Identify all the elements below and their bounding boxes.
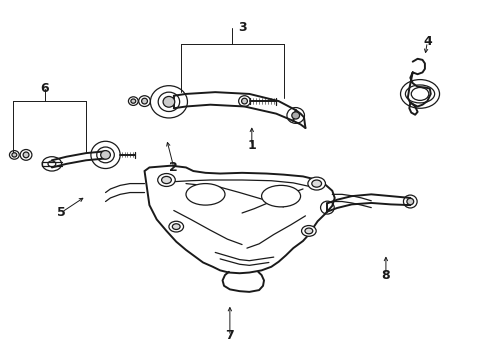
Ellipse shape — [101, 150, 110, 159]
Circle shape — [307, 177, 325, 190]
Ellipse shape — [291, 112, 299, 119]
Ellipse shape — [23, 152, 29, 158]
Text: 3: 3 — [237, 21, 246, 34]
Ellipse shape — [261, 185, 300, 207]
Circle shape — [311, 180, 321, 187]
Ellipse shape — [131, 99, 136, 103]
Circle shape — [168, 221, 183, 232]
Text: 1: 1 — [247, 139, 256, 152]
Polygon shape — [144, 166, 334, 273]
Text: 8: 8 — [381, 269, 389, 282]
Ellipse shape — [241, 98, 247, 104]
Text: 5: 5 — [57, 206, 66, 219]
Circle shape — [172, 224, 180, 229]
Ellipse shape — [142, 98, 147, 104]
Ellipse shape — [163, 96, 174, 107]
Ellipse shape — [185, 184, 224, 205]
Text: 2: 2 — [169, 161, 178, 174]
Text: 6: 6 — [40, 82, 49, 95]
Ellipse shape — [406, 198, 413, 205]
Circle shape — [305, 228, 312, 234]
Circle shape — [161, 176, 171, 184]
Circle shape — [301, 226, 316, 236]
Text: 4: 4 — [422, 35, 431, 49]
Ellipse shape — [12, 153, 17, 157]
Text: 7: 7 — [225, 329, 234, 342]
Circle shape — [158, 174, 175, 186]
